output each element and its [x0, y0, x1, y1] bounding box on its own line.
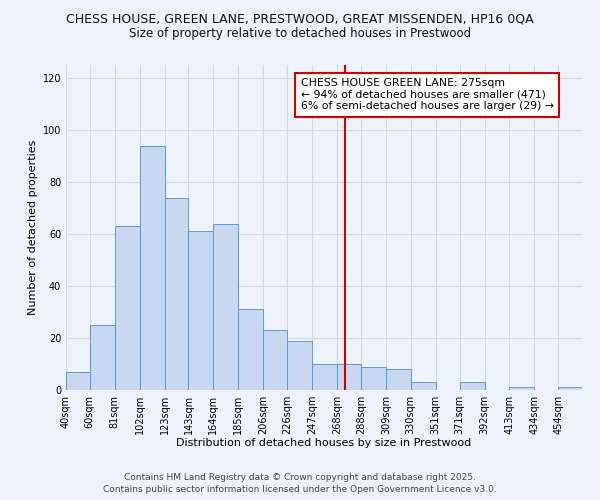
Y-axis label: Number of detached properties: Number of detached properties	[28, 140, 38, 315]
Bar	[558, 388, 582, 390]
Text: CHESS HOUSE, GREEN LANE, PRESTWOOD, GREAT MISSENDEN, HP16 0QA: CHESS HOUSE, GREEN LANE, PRESTWOOD, GREA…	[66, 12, 534, 26]
Bar	[238, 310, 263, 390]
X-axis label: Distribution of detached houses by size in Prestwood: Distribution of detached houses by size …	[176, 438, 472, 448]
Bar	[115, 226, 140, 390]
Text: Size of property relative to detached houses in Prestwood: Size of property relative to detached ho…	[129, 28, 471, 40]
Bar	[337, 364, 361, 390]
Bar	[460, 382, 485, 390]
Bar	[312, 364, 337, 390]
Bar	[386, 369, 411, 390]
Bar	[214, 224, 238, 390]
Bar	[164, 198, 188, 390]
Text: CHESS HOUSE GREEN LANE: 275sqm
← 94% of detached houses are smaller (471)
6% of : CHESS HOUSE GREEN LANE: 275sqm ← 94% of …	[301, 78, 554, 111]
Text: Contains public sector information licensed under the Open Government Licence v3: Contains public sector information licen…	[103, 485, 497, 494]
Bar	[287, 340, 312, 390]
Bar	[361, 366, 386, 390]
Bar	[66, 372, 90, 390]
Bar	[263, 330, 287, 390]
Bar	[411, 382, 436, 390]
Bar	[90, 325, 115, 390]
Bar	[140, 146, 164, 390]
Bar	[509, 388, 535, 390]
Text: Contains HM Land Registry data © Crown copyright and database right 2025.: Contains HM Land Registry data © Crown c…	[124, 472, 476, 482]
Bar	[188, 232, 214, 390]
